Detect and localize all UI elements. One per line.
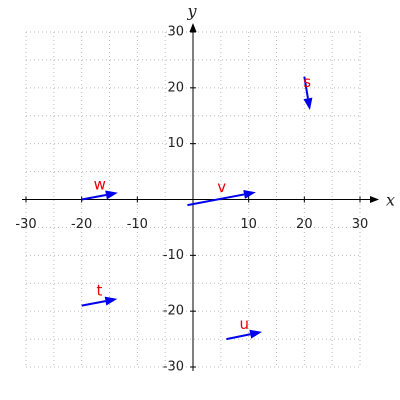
y-tick-label: 20: [167, 80, 184, 95]
vector-label: t: [97, 282, 103, 300]
vector-head: [243, 190, 256, 199]
y-tick-label: 30: [167, 25, 184, 40]
vector-shaft: [187, 193, 245, 207]
x-tick-label: 10: [240, 217, 257, 232]
x-axis-arrow: [370, 196, 379, 203]
x-tick-label: 30: [352, 217, 369, 232]
x-tick-label: 20: [296, 217, 313, 232]
x-tick-label: -10: [127, 217, 148, 232]
vector-head: [105, 190, 118, 200]
x-axis-label: x: [386, 191, 395, 210]
vector-shaft: [303, 76, 309, 99]
vector-shaft: [81, 194, 107, 201]
vector-head: [303, 97, 313, 111]
y-tick-label: -20: [163, 304, 184, 319]
vector-label: w: [94, 176, 106, 194]
vector-label: s: [303, 73, 311, 91]
x-tick-label: -20: [71, 217, 92, 232]
y-tick-label: -10: [163, 248, 184, 263]
y-tick-label: 10: [167, 136, 184, 151]
y-axis-label: y: [186, 2, 197, 21]
vector-shaft: [226, 333, 251, 341]
vector-label: u: [239, 315, 249, 333]
vector-label: v: [217, 178, 226, 196]
vector-head: [104, 296, 118, 306]
vector-head: [249, 329, 263, 339]
vector-shaft: [81, 300, 106, 307]
x-tick-label: -30: [15, 217, 36, 232]
y-axis-arrow: [189, 23, 197, 32]
y-tick-label: -30: [163, 360, 184, 375]
